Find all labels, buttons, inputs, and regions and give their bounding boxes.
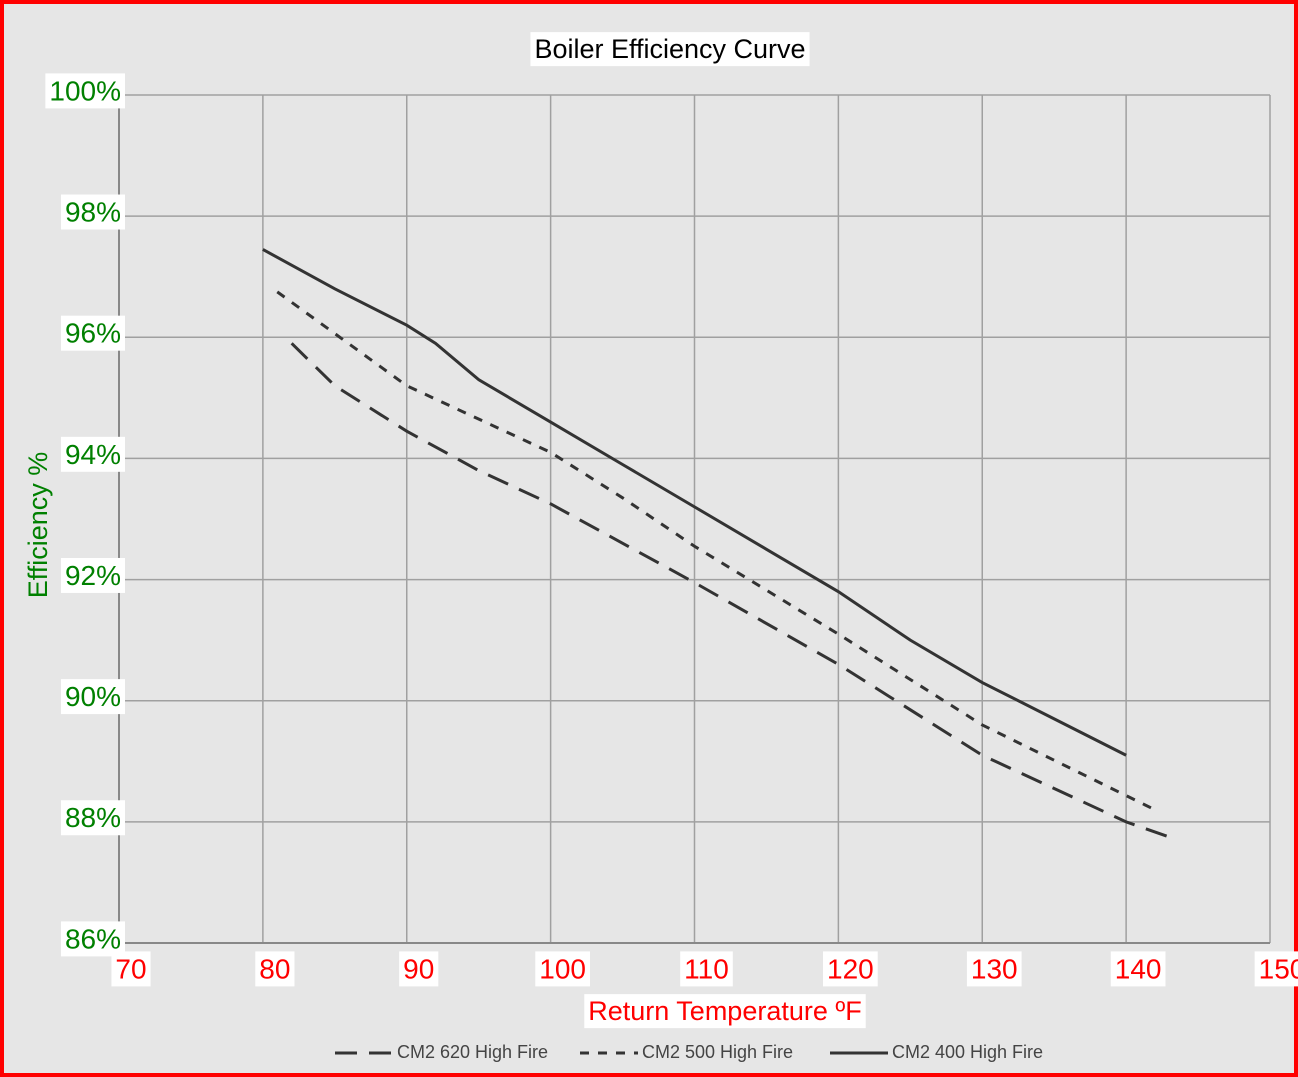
y-tick-label-group: 100%: [45, 73, 125, 109]
y-tick-label: 94%: [65, 439, 121, 470]
x-tick-label-group: 70: [111, 951, 151, 987]
series-line: [262, 248, 1127, 757]
x-tick-label-group: 100: [535, 951, 590, 987]
y-tick-label-group: 94%: [60, 436, 125, 472]
y-axis-label: Efficiency %: [23, 452, 53, 599]
x-tick-label: 130: [971, 953, 1018, 984]
y-tick-label-group: 88%: [60, 800, 125, 836]
x-tick-label-group: 80: [255, 951, 295, 987]
chart-title: Boiler Efficiency Curve: [534, 34, 805, 64]
x-tick-label-group: 110: [680, 951, 733, 987]
x-tick-label-group: 90: [399, 951, 439, 987]
x-tick-label: 140: [1115, 953, 1162, 984]
x-tick-label-group: 130: [966, 951, 1022, 987]
y-tick-label-bg: [60, 194, 125, 230]
legend-label: CM2 500 High Fire: [642, 1042, 793, 1062]
y-tick-label-group: 92%: [60, 557, 125, 593]
x-tick-label-bg: [1110, 951, 1166, 987]
x-axis-label-group: Return Temperature ºF: [584, 994, 866, 1029]
x-tick-label: 90: [403, 953, 434, 984]
x-tick-label-bg: [966, 951, 1022, 987]
x-tick-label: 100: [539, 953, 586, 984]
x-tick-label-bg: [823, 951, 878, 987]
y-tick-label: 90%: [65, 681, 121, 712]
y-tick-label: 86%: [65, 923, 121, 954]
x-tick-label: 110: [684, 953, 729, 984]
y-tick-label-bg: [60, 921, 125, 957]
chart-title-bg: [530, 32, 810, 67]
y-tick-label-bg: [60, 800, 125, 836]
x-tick-label-group: 120: [823, 951, 878, 987]
x-tick-label: 80: [259, 953, 290, 984]
y-tick-label: 96%: [65, 318, 121, 349]
x-tick-label-group: 140: [1110, 951, 1166, 987]
y-tick-label-bg: [60, 679, 125, 715]
chart-title-group: Boiler Efficiency Curve: [530, 32, 810, 67]
x-tick-label-bg: [1254, 951, 1298, 987]
x-tick-label-bg: [535, 951, 590, 987]
x-tick-label-bg: [111, 951, 151, 987]
series-line: [290, 342, 1170, 839]
x-tick-label: 150: [1259, 953, 1298, 984]
y-tick-label-group: 86%: [60, 921, 125, 957]
x-tick-label-group: 150: [1254, 951, 1298, 987]
legend-label: CM2 620 High Fire: [397, 1042, 548, 1062]
y-tick-label: 100%: [49, 75, 121, 106]
x-axis-label-bg: [584, 994, 866, 1029]
x-tick-label: 70: [115, 953, 146, 984]
y-tick-label: 88%: [65, 802, 121, 833]
y-tick-label-group: 96%: [60, 315, 125, 351]
x-tick-label-bg: [680, 951, 733, 987]
y-tick-label-bg: [60, 315, 125, 351]
x-axis-label: Return Temperature ºF: [588, 996, 861, 1026]
x-tick-label: 120: [827, 953, 874, 984]
y-tick-label: 92%: [65, 560, 121, 591]
y-tick-label-group: 98%: [60, 194, 125, 230]
x-tick-label-bg: [399, 951, 439, 987]
series-line: [276, 290, 1156, 812]
x-tick-label-bg: [255, 951, 295, 987]
y-tick-label-group: 90%: [60, 679, 125, 715]
y-tick-label-bg: [60, 436, 125, 472]
y-tick-label-bg: [60, 557, 125, 593]
y-tick-label-bg: [45, 73, 125, 109]
legend-label: CM2 400 High Fire: [892, 1042, 1043, 1062]
y-tick-label: 98%: [65, 197, 121, 228]
